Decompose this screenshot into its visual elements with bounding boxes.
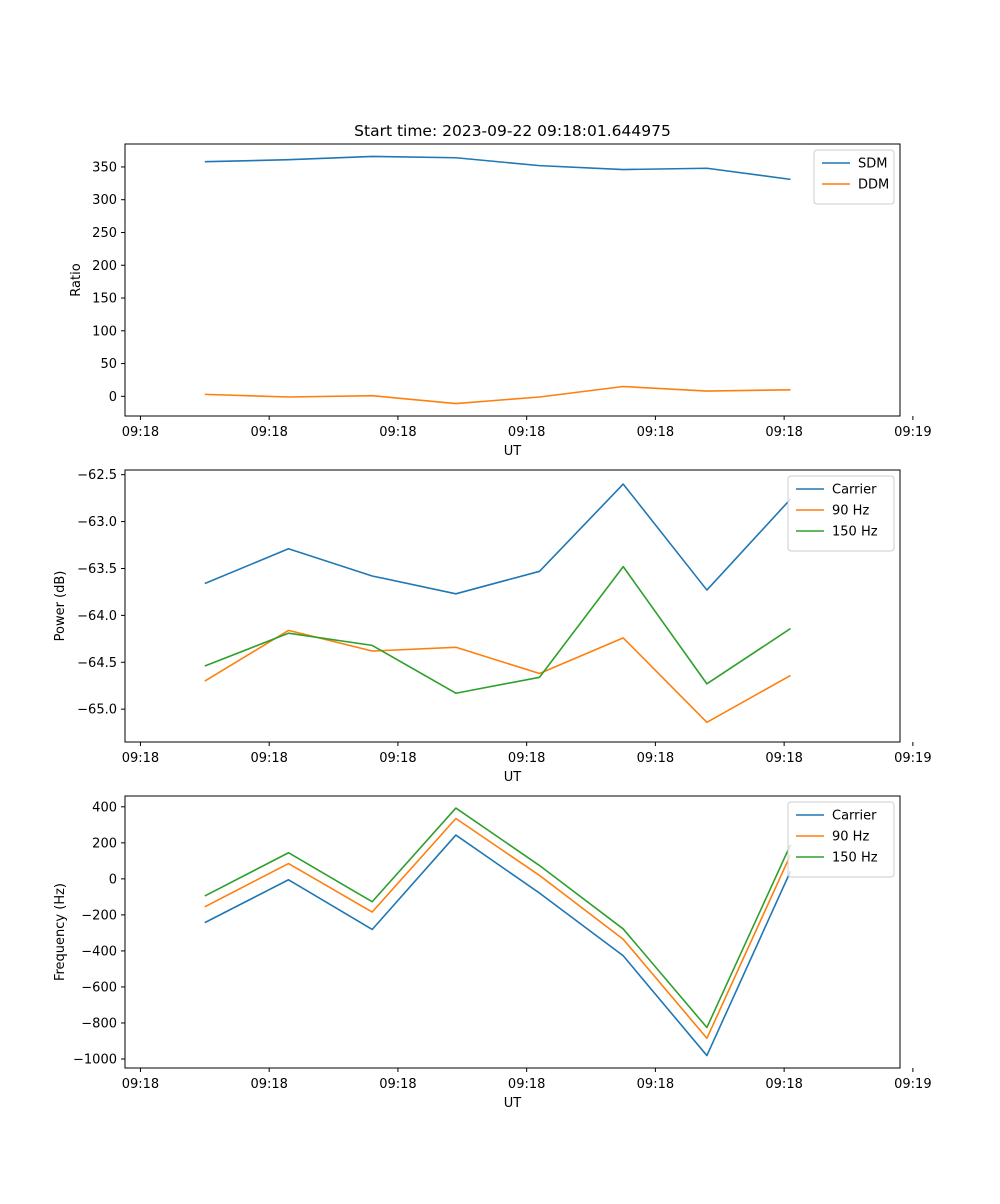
axes-frame xyxy=(124,143,901,417)
y-tick-label: −200 xyxy=(81,908,117,923)
legend-box xyxy=(787,475,895,552)
x-tick-label: 09:18 xyxy=(765,751,802,766)
series-line-90-hz xyxy=(204,817,792,1040)
x-tick-label: 09:18 xyxy=(765,1077,802,1092)
x-tick-label: 09:18 xyxy=(122,425,159,440)
legend-label-150-hz: 150 Hz xyxy=(832,525,878,540)
legend-label-sdm: SDM xyxy=(858,157,887,172)
y-tick-label: −63.0 xyxy=(77,515,117,530)
series-line-90-hz xyxy=(204,629,791,724)
y-tick-label: −63.5 xyxy=(77,562,117,577)
x-tick-label: 09:19 xyxy=(894,1077,931,1092)
y-tick-label: −65.0 xyxy=(77,703,117,718)
x-tick-label: 09:19 xyxy=(894,425,931,440)
legend-label-carrier: Carrier xyxy=(832,809,877,824)
y-axis-label: Ratio xyxy=(69,263,84,296)
series-line-150-hz xyxy=(204,807,792,1029)
y-tick-label: 350 xyxy=(92,160,117,175)
legend-label-150-hz: 150 Hz xyxy=(832,851,878,866)
x-tick-label: 09:18 xyxy=(250,1077,287,1092)
y-tick-label: 400 xyxy=(92,800,117,815)
axes-frame xyxy=(124,795,901,1069)
x-tick-label: 09:18 xyxy=(637,1077,674,1092)
y-tick-label: −62.5 xyxy=(77,468,117,483)
frequency-plot: 09:18 09:18 09:18 09:18 09:18 09:18 09:19 −1000… xyxy=(53,795,932,1111)
y-axis-label: Power (dB) xyxy=(53,571,68,642)
y-tick-label: 0 xyxy=(109,390,117,405)
legend-label-90-hz: 90 Hz xyxy=(832,830,869,845)
y-tick-label: −64.5 xyxy=(77,656,117,671)
x-axis-label: UT xyxy=(504,1096,522,1111)
x-tick-label: 09:18 xyxy=(637,751,674,766)
legend-label-ddm: DDM xyxy=(858,178,889,193)
x-tick-label: 09:18 xyxy=(379,425,416,440)
y-tick-label: 300 xyxy=(92,193,117,208)
y-tick-label: 0 xyxy=(109,872,117,887)
legend-label-90-hz: 90 Hz xyxy=(832,504,869,519)
x-tick-label: 09:18 xyxy=(250,425,287,440)
series-line-sdm xyxy=(204,155,791,181)
x-tick-label: 09:18 xyxy=(637,425,674,440)
series-line-ddm xyxy=(204,385,791,405)
x-tick-label: 09:18 xyxy=(379,1077,416,1092)
power-plot: 09:18 09:18 09:18 09:18 09:18 09:18 09:19 −65.0… xyxy=(53,468,932,785)
y-tick-label: −800 xyxy=(81,1016,117,1031)
y-tick-label: 250 xyxy=(92,226,117,241)
x-tick-label: 09:18 xyxy=(508,425,545,440)
ratio-plot: Start time: 2023-09-22 09:18:01.644975 09… xyxy=(69,122,932,459)
legend: Carrier 90 Hz 150 Hz xyxy=(787,475,895,552)
x-axis-label: UT xyxy=(504,444,522,459)
y-tick-label: 50 xyxy=(100,357,117,372)
legend-box xyxy=(787,801,895,878)
y-tick-label: −1000 xyxy=(73,1052,117,1067)
y-tick-label: 200 xyxy=(92,259,117,274)
series-line-carrier xyxy=(204,834,792,1057)
y-tick-label: 100 xyxy=(92,324,117,339)
legend: SDM DDM xyxy=(813,149,895,205)
chart-title: Start time: 2023-09-22 09:18:01.644975 xyxy=(354,122,671,140)
x-tick-label: 09:18 xyxy=(122,751,159,766)
x-tick-label: 09:18 xyxy=(122,1077,159,1092)
series-line-150-hz xyxy=(204,565,792,695)
x-axis-label: UT xyxy=(504,770,522,785)
y-axis-label: Frequency (Hz) xyxy=(53,883,68,981)
y-tick-label: 150 xyxy=(92,292,117,307)
x-tick-label: 09:18 xyxy=(765,425,802,440)
legend-label-carrier: Carrier xyxy=(832,483,877,498)
y-tick-label: −400 xyxy=(81,944,117,959)
x-tick-label: 09:19 xyxy=(894,751,931,766)
x-tick-label: 09:18 xyxy=(250,751,287,766)
x-tick-label: 09:18 xyxy=(508,1077,545,1092)
y-tick-label: 200 xyxy=(92,836,117,851)
legend: Carrier 90 Hz 150 Hz xyxy=(787,801,895,878)
series-line-carrier xyxy=(204,483,792,595)
x-tick-label: 09:18 xyxy=(508,751,545,766)
y-tick-label: −600 xyxy=(81,980,117,995)
y-tick-label: −64.0 xyxy=(77,609,117,624)
x-tick-label: 09:18 xyxy=(379,751,416,766)
axes-frame xyxy=(124,469,901,743)
